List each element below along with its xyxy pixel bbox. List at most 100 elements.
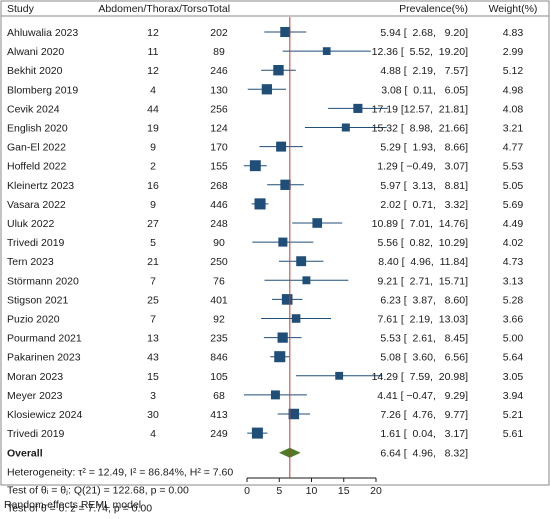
study-total: 92 — [213, 314, 225, 326]
study-events: 16 — [147, 180, 159, 192]
study-weight: 5.21 — [503, 409, 524, 421]
study-row: Ahluwalia 2023 12 202 5.94 [ 2.68, 9.20] 4.8… — [7, 26, 523, 39]
study-prevalence-ci: 9.21 [ 2.71, 15.71] — [378, 275, 469, 287]
study-total: 256 — [210, 103, 228, 115]
header-weight: Weight(%) — [489, 3, 538, 15]
study-estimate-marker — [335, 371, 344, 380]
study-estimate-marker — [249, 160, 261, 172]
study-name: Klosiewicz 2024 — [7, 409, 82, 421]
study-prevalence-ci: 6.23 [ 3.87, 8.60] — [380, 294, 468, 306]
study-row: Stigson 2021 25 401 6.23 [ 3.87, 8.60] 5.28 — [7, 294, 523, 306]
stats-line: Test of θ = 0: z = 7.74, p = 0.00 — [7, 503, 152, 515]
study-row: Moran 2023 15 105 14.29 [ 7.59, 20.98] 3.05 — [7, 371, 523, 383]
study-name: Trivedi 2019 — [7, 237, 65, 249]
study-prevalence-ci: 2.02 [ 0.71, 3.32] — [380, 199, 468, 211]
study-estimate-marker — [273, 65, 284, 76]
study-prevalence-ci: 4.41 [ −0.47, 9.29] — [377, 390, 468, 402]
study-events: 2 — [150, 161, 156, 173]
study-events: 7 — [150, 275, 156, 287]
study-prevalence-ci: 8.40 [ 4.96, 11.84] — [378, 256, 468, 268]
study-weight: 5.64 — [503, 352, 524, 364]
study-weight: 3.05 — [503, 371, 524, 383]
study-total: 250 — [210, 256, 228, 268]
study-total: 89 — [213, 46, 225, 58]
header-effect: Prevalence(%) — [399, 3, 468, 15]
study-row: Bekhit 2020 12 246 4.88 [ 2.19, 7.57] 5.12 — [7, 65, 523, 77]
study-events: 19 — [147, 123, 159, 135]
study-total: 130 — [210, 84, 228, 96]
study-row: Vasara 2022 9 446 2.02 [ 0.71, 3.32] 5.69 — [7, 198, 523, 211]
study-name: Hoffeld 2022 — [7, 161, 67, 173]
study-prevalence-ci: 5.97 [ 3.13, 8.81] — [380, 180, 468, 192]
x-tick-label: 0 — [244, 485, 250, 497]
study-events: 11 — [148, 46, 159, 58]
study-events: 3 — [150, 390, 156, 402]
study-total: 446 — [210, 199, 228, 211]
study-row: Cevik 2024 44 256 17.19 [12.57, 21.81] 4.08 — [7, 103, 523, 115]
overall-row: Overall 6.64 [ 4.96, 8.32] — [7, 447, 468, 460]
study-estimate-marker — [312, 218, 323, 228]
study-row: Klosiewicz 2024 30 413 7.26 [ 4.76, 9.77] 5.… — [7, 408, 524, 421]
header-events: Abdomen/Thorax/Torso — [98, 3, 207, 15]
study-events: 25 — [147, 294, 159, 306]
x-tick-label: 5 — [276, 485, 282, 497]
study-prevalence-ci: 5.94 [ 2.68, 9.20] — [380, 27, 468, 39]
study-row: Pourmand 2021 13 235 5.53 [ 2.61, 8.45] 5.00 — [7, 332, 523, 345]
study-events: 12 — [147, 65, 159, 77]
study-prevalence-ci: 10.89 [ 7.01, 14.76] — [372, 218, 468, 230]
study-prevalence-ci: 5.08 [ 3.60, 6.56] — [380, 352, 468, 364]
study-name: Blomberg 2019 — [7, 84, 78, 96]
study-weight: 5.05 — [503, 180, 524, 192]
header-total: Total — [208, 3, 230, 15]
study-name: Alwani 2020 — [7, 46, 64, 58]
study-weight: 4.73 — [503, 256, 524, 268]
stats-line: Heterogeneity: τ² = 12.49, I² = 86.84%, … — [7, 467, 233, 479]
study-weight: 4.08 — [503, 103, 524, 115]
study-events: 9 — [150, 142, 156, 154]
study-events: 12 — [147, 27, 159, 39]
study-name: Bekhit 2020 — [7, 65, 63, 77]
study-estimate-marker — [261, 84, 272, 95]
study-events: 5 — [150, 237, 156, 249]
study-estimate-marker — [288, 408, 300, 420]
study-weight: 5.53 — [503, 161, 524, 173]
study-prevalence-ci: 15.32 [ 8.98, 21.66] — [372, 123, 468, 135]
study-prevalence-ci: 3.08 [ 0.11, 6.05] — [381, 84, 468, 96]
study-estimate-marker — [254, 198, 266, 210]
study-row: English 2020 19 124 15.32 [ 8.98, 21.66] 3.2… — [7, 123, 523, 135]
overall-prevalence-ci: 6.64 [ 4.96, 8.32] — [380, 448, 468, 460]
study-estimate-marker — [296, 256, 307, 267]
study-estimate-marker — [270, 390, 280, 400]
study-estimate-marker — [280, 26, 291, 38]
study-name: Pourmand 2021 — [7, 333, 82, 345]
study-estimate-marker — [274, 351, 286, 363]
study-estimate-marker — [341, 123, 350, 132]
study-weight: 4.49 — [503, 218, 524, 230]
study-estimate-marker — [291, 314, 301, 323]
x-tick-label: 10 — [306, 485, 318, 497]
study-estimate-marker — [281, 294, 293, 305]
study-row: Hoffeld 2022 2 155 1.29 [ −0.49, 3.07] 5.53 — [7, 160, 524, 173]
study-events: 27 — [147, 218, 159, 230]
study-estimate-marker — [276, 141, 287, 152]
study-weight: 3.94 — [503, 390, 524, 402]
study-total: 246 — [210, 65, 228, 77]
study-events: 4 — [150, 428, 156, 440]
study-events: 44 — [147, 103, 159, 115]
study-row: Pakarinen 2023 43 846 5.08 [ 3.60, 6.56] 5.6… — [7, 351, 523, 364]
study-prevalence-ci: 1.29 [ −0.49, 3.07] — [377, 161, 468, 173]
study-total: 235 — [210, 333, 228, 345]
study-events: 21 — [147, 256, 159, 268]
study-prevalence-ci: 12.36 [ 5.52, 19.20] — [372, 46, 468, 58]
study-weight: 3.13 — [503, 275, 524, 287]
x-tick-label: 15 — [338, 485, 350, 497]
study-total: 248 — [210, 218, 228, 230]
study-total: 124 — [210, 123, 228, 135]
study-total: 90 — [213, 237, 225, 249]
study-name: Trivedi 2019 — [7, 428, 65, 440]
study-total: 155 — [210, 161, 228, 173]
study-weight: 4.98 — [503, 84, 524, 96]
study-events: 30 — [147, 409, 159, 421]
header-study: Study — [7, 3, 35, 15]
